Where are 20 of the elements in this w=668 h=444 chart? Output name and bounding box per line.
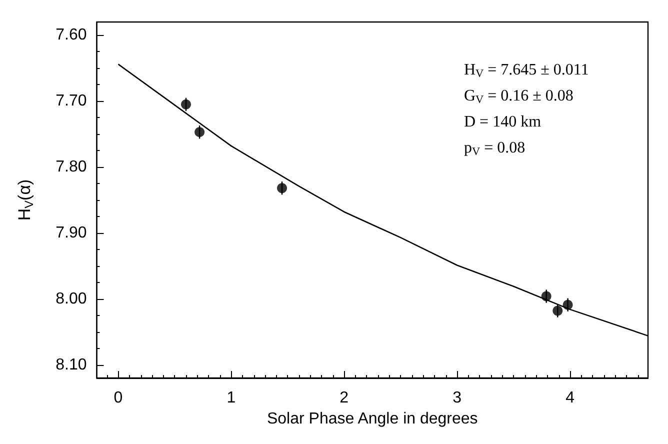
y-tick-label: 7.90 [56,224,87,242]
y-axis-title: HV(α) [15,179,36,221]
y-tick-label: 7.80 [56,158,87,176]
point [194,127,205,138]
x-tick-label: 4 [566,390,575,406]
point [552,306,563,316]
annotation: D = 140 km [464,114,542,130]
point [541,291,552,302]
x-axis-title: Solar Phase Angle in degrees [266,410,478,428]
x-tick-label: 2 [340,390,349,406]
y-tick-label: 8.10 [56,356,87,374]
y-tick-label: 7.70 [56,92,87,110]
point [277,183,288,194]
y-tick-label: 7.60 [56,26,87,44]
x-tick-label: 0 [114,390,123,406]
point [181,99,191,110]
x-tick-label: 3 [452,390,462,406]
point [562,300,573,310]
y-tick-label: 8.00 [56,290,87,308]
x-tick-label: 1 [226,390,236,406]
